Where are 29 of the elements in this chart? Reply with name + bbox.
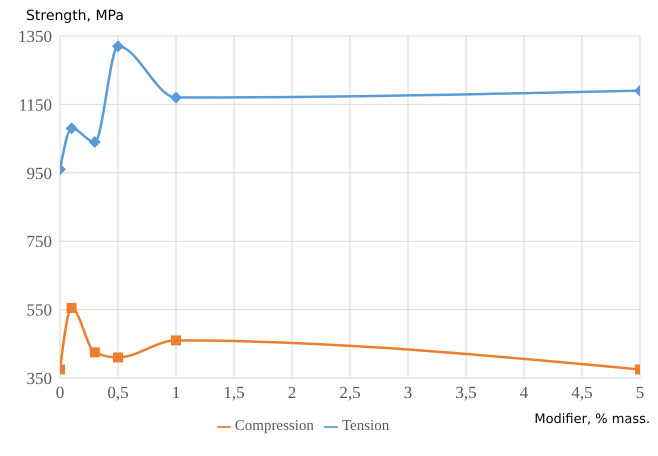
x-axis-title: Modifier, % mass. [534, 412, 650, 427]
point [66, 302, 77, 313]
y-tick-label: 350 [26, 369, 52, 388]
point [112, 40, 124, 52]
x-tick-label: 2 [288, 383, 296, 402]
x-tick-label: 2,5 [339, 383, 361, 402]
y-tick-label: 1150 [18, 95, 52, 114]
y-tick-label: 550 [26, 300, 52, 320]
point [66, 122, 78, 134]
x-tick-label: 1,5 [223, 383, 245, 402]
y-tick-label: 950 [26, 164, 52, 183]
x-tick-label: 4 [520, 383, 529, 402]
point [90, 347, 100, 358]
point [170, 92, 182, 104]
x-tick-label: 3 [404, 383, 412, 402]
x-tick-label: 4,5 [571, 383, 593, 402]
y-axis-title: Strength, MPa [26, 8, 124, 24]
point [88, 136, 101, 148]
y-tick-label: 750 [26, 232, 52, 252]
legend-label: Tension [342, 418, 390, 434]
y-tick-label: 1350 [18, 27, 52, 46]
point [113, 352, 123, 362]
x-tick-label: 3,5 [455, 383, 477, 402]
x-tick-label: 0 [56, 383, 64, 402]
legend-label: Compression [234, 418, 314, 434]
x-tick-label: 5 [636, 383, 644, 402]
point [171, 335, 181, 346]
x-tick-label: 0,5 [107, 383, 129, 402]
x-tick-label: 1 [172, 383, 180, 402]
